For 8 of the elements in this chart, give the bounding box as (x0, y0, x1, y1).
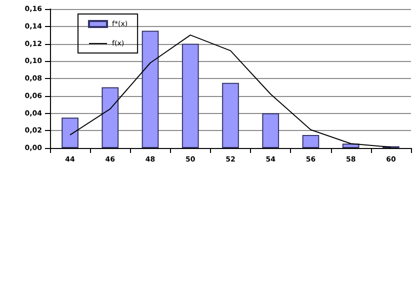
bar (142, 30, 159, 148)
bar (62, 118, 78, 148)
bar (102, 87, 119, 148)
bar (302, 134, 320, 148)
bar (262, 113, 280, 148)
bar (182, 44, 199, 148)
bar (342, 144, 360, 148)
bar (222, 82, 239, 148)
